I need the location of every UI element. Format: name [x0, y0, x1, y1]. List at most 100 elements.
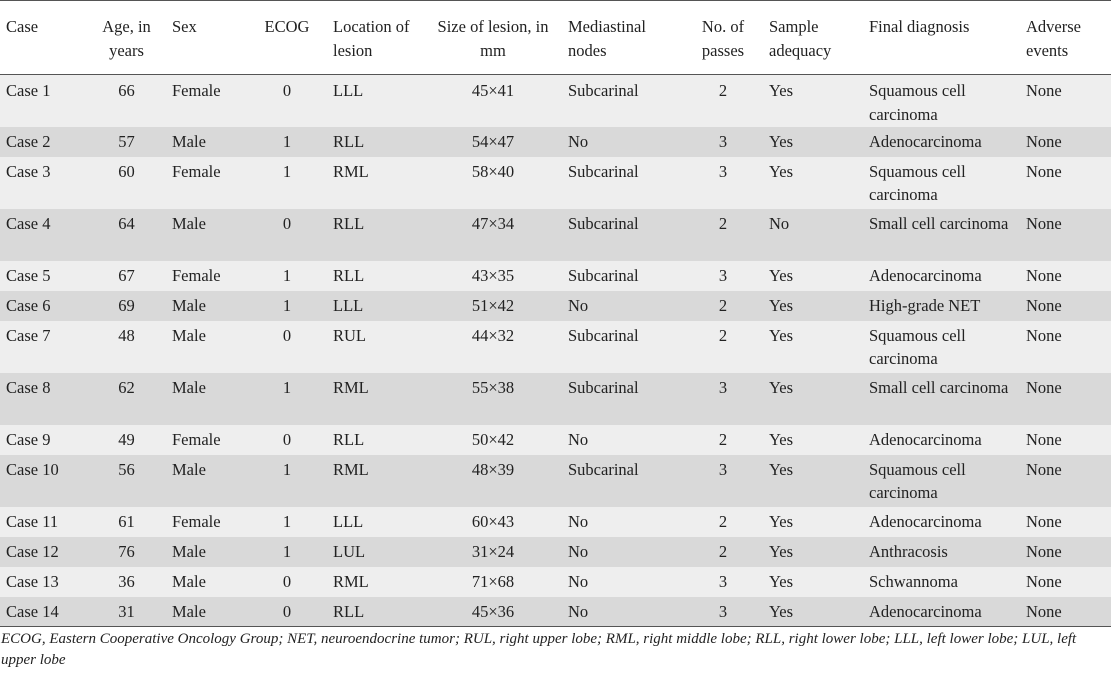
header-row: Case Age, in years Sex ECOG Location of …: [0, 0, 1111, 75]
cell-passes: 2: [718, 81, 728, 100]
cell-ecog: 1: [282, 459, 292, 479]
cell-nodes: Subcarinal: [568, 81, 639, 100]
cell-location: LLL: [333, 295, 364, 315]
cell-adequacy: Yes: [769, 161, 794, 181]
cell-case: Case 2: [6, 131, 51, 151]
cell-diagnosis: Squamous cell carcinoma: [869, 161, 966, 205]
cell-case: Case 7: [6, 325, 51, 345]
table-row: Case 12 76 Male 1 LUL 31×24 No 2 Yes Ant…: [0, 536, 1111, 567]
cell-adverse: None: [1026, 459, 1062, 479]
cell-case: Case 3: [6, 161, 51, 181]
cell-sex: Male: [172, 541, 206, 561]
cell-adverse: None: [1026, 325, 1062, 345]
table-row: Case 1 66 Female 0 LLL 45×41 Subcarinal …: [0, 74, 1111, 127]
cell-age: 36: [118, 571, 135, 591]
cell-sex: Female: [172, 429, 221, 449]
cell-adverse: None: [1026, 541, 1062, 561]
cell-case: Case 13: [6, 571, 59, 591]
cell-passes: 3: [718, 377, 728, 397]
cell-passes: 2: [718, 325, 728, 345]
cell-adequacy: Yes: [769, 459, 794, 479]
cell-location: LLL: [333, 511, 364, 531]
cell-adverse: None: [1026, 429, 1062, 449]
header-passes: No. of passes: [683, 0, 763, 75]
cell-age: 49: [118, 429, 135, 449]
cell-adequacy: No: [769, 213, 790, 233]
cell-ecog: 0: [282, 601, 292, 621]
cell-passes: 2: [718, 541, 728, 561]
table-row: Case 4 64 Male 0 RLL 47×34 Subcarinal 2 …: [0, 208, 1111, 261]
header-diagnosis: Final diagnosis: [863, 0, 1020, 75]
cell-age: 57: [118, 131, 135, 151]
cell-size: 44×32: [471, 325, 515, 345]
cell-age: 64: [118, 213, 135, 233]
cell-diagnosis: Squamous cell carcinoma: [869, 325, 966, 369]
cell-diagnosis: Small cell carcinoma: [869, 377, 1009, 397]
table-row: Case 7 48 Male 0 RUL 44×32 Subcarinal 2 …: [0, 320, 1111, 373]
cell-sex: Female: [172, 81, 221, 100]
header-nodes: Mediastinal nodes: [562, 0, 683, 75]
cell-sex: Male: [172, 131, 206, 151]
cell-location: RML: [333, 571, 369, 591]
cell-adequacy: Yes: [769, 377, 794, 397]
header-sex: Sex: [166, 0, 247, 75]
cell-sex: Male: [172, 213, 206, 233]
cell-location: RUL: [333, 325, 366, 345]
cell-case: Case 8: [6, 377, 51, 397]
table-row: Case 10 56 Male 1 RML 48×39 Subcarinal 3…: [0, 454, 1111, 507]
table-row: Case 6 69 Male 1 LLL 51×42 No 2 Yes High…: [0, 290, 1111, 321]
cell-ecog: 1: [282, 377, 292, 397]
table-body: Case 1 66 Female 0 LLL 45×41 Subcarinal …: [0, 74, 1111, 627]
cell-diagnosis: Anthracosis: [869, 541, 948, 561]
cell-size: 54×47: [471, 131, 515, 151]
cell-sex: Male: [172, 459, 206, 479]
cell-nodes: No: [568, 511, 589, 531]
cell-passes: 3: [718, 265, 728, 285]
cell-nodes: Subcarinal: [568, 213, 639, 233]
cell-ecog: 0: [282, 571, 292, 591]
cell-adequacy: Yes: [769, 429, 794, 449]
header-adequacy: Sample adequacy: [763, 0, 863, 75]
table-row: Case 8 62 Male 1 RML 55×38 Subcarinal 3 …: [0, 372, 1111, 425]
header-ecog: ECOG: [247, 0, 327, 75]
cell-size: 48×39: [471, 459, 515, 479]
cell-adverse: None: [1026, 213, 1062, 233]
cell-passes: 2: [718, 295, 728, 315]
cell-passes: 3: [718, 571, 728, 591]
cell-ecog: 0: [282, 429, 292, 449]
cell-diagnosis: High-grade NET: [869, 295, 981, 315]
cell-ecog: 1: [282, 161, 292, 181]
cell-ecog: 0: [282, 213, 292, 233]
cell-location: RLL: [333, 429, 365, 449]
cell-adequacy: Yes: [769, 541, 794, 561]
cell-case: Case 4: [6, 213, 51, 233]
cell-adverse: None: [1026, 571, 1062, 591]
cell-nodes: Subcarinal: [568, 325, 639, 345]
cell-case: Case 5: [6, 265, 51, 285]
cell-size: 71×68: [471, 571, 515, 591]
cell-passes: 2: [718, 429, 728, 449]
cell-passes: 3: [718, 601, 728, 621]
cell-size: 58×40: [471, 161, 515, 181]
cell-size: 50×42: [471, 429, 515, 449]
table-header: Case Age, in years Sex ECOG Location of …: [0, 0, 1111, 75]
cell-case: Case 6: [6, 295, 51, 315]
cell-size: 51×42: [471, 295, 515, 315]
case-table: Case Age, in years Sex ECOG Location of …: [0, 0, 1111, 627]
cell-diagnosis: Schwannoma: [869, 571, 958, 591]
cell-nodes: No: [568, 571, 589, 591]
cell-age: 56: [118, 459, 135, 479]
table-row: Case 3 60 Female 1 RML 58×40 Subcarinal …: [0, 156, 1111, 209]
cell-diagnosis: Adenocarcinoma: [869, 511, 982, 531]
cell-age: 60: [118, 161, 135, 181]
table-row: Case 2 57 Male 1 RLL 54×47 No 3 Yes Aden…: [0, 126, 1111, 157]
cell-location: RLL: [333, 265, 365, 285]
cell-adverse: None: [1026, 131, 1062, 151]
table-row: Case 5 67 Female 1 RLL 43×35 Subcarinal …: [0, 260, 1111, 291]
cell-case: Case 12: [6, 541, 59, 561]
cell-location: RML: [333, 459, 369, 479]
cell-ecog: 1: [282, 541, 292, 561]
cell-size: 45×36: [471, 601, 515, 621]
cell-sex: Female: [172, 161, 221, 181]
